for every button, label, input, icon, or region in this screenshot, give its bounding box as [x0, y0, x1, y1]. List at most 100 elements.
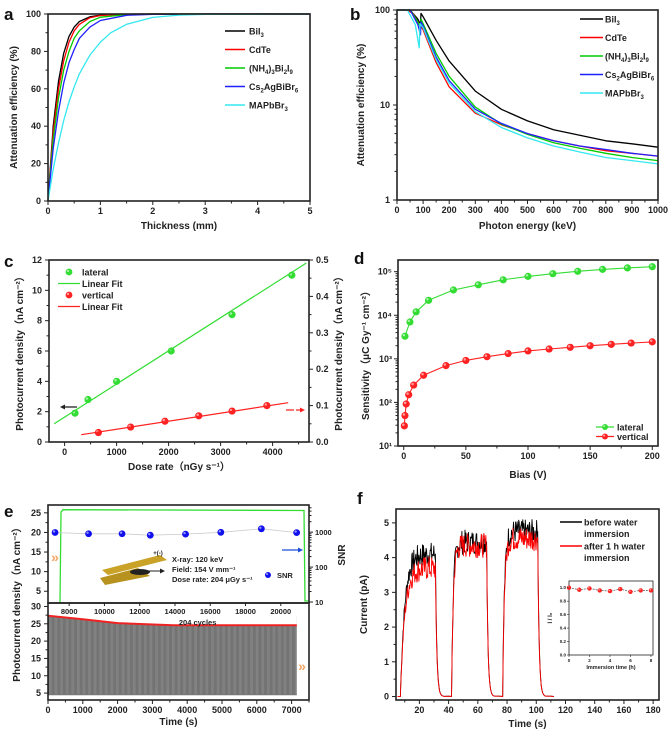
data-point-vertical-highlight — [628, 340, 632, 344]
b-xtick-label-3: 300 — [468, 205, 483, 215]
c-xtick-label-1: 1000 — [107, 447, 127, 457]
b-ytick-label-0: 1 — [385, 195, 390, 205]
photocurrent-trace-upper — [59, 509, 309, 604]
legend-text-part: 3 — [261, 33, 265, 39]
data-point-vertical-body — [648, 338, 656, 346]
legend-marker-vertical — [65, 291, 73, 299]
e-upper-ytick-label-3: 20 — [31, 527, 41, 537]
data-point-vertical-body — [524, 347, 532, 355]
data-point-lateral-highlight — [525, 274, 529, 277]
data-point-lateral — [412, 308, 420, 316]
c-ytick-label-2: 4 — [37, 376, 42, 386]
legend-text-part: MAPbBr — [249, 101, 285, 111]
b-xtick-label-1: 100 — [416, 205, 431, 215]
inset-data-point-body — [648, 588, 654, 593]
data-point-lateral — [449, 286, 458, 294]
legend-label-MAPbBr3: MAPbBr3 — [605, 89, 645, 102]
data-point-vertical-body — [586, 342, 594, 350]
inset-data-point — [577, 587, 582, 592]
f-xtick-label-1: 40 — [444, 705, 454, 715]
data-point-lateral-body — [401, 332, 409, 340]
snr-point — [217, 528, 225, 536]
data-point-vertical-body — [504, 349, 512, 358]
device-arrow — [160, 568, 165, 574]
b-xtick-label-10: 1000 — [648, 205, 668, 215]
legend-marker-snr-body — [265, 572, 271, 578]
data-point-vertical — [195, 412, 203, 420]
c-right-ytick-label-5: 0.5 — [316, 255, 329, 265]
data-point-vertical-body — [566, 343, 574, 351]
snr-point-body — [182, 530, 189, 538]
data-point-lateral — [574, 267, 582, 275]
lower-plot-frame — [47, 602, 310, 701]
inset-xtick-label-4: 8 — [650, 658, 653, 663]
data-point-vertical — [483, 353, 491, 361]
y-axis-label-right: Photocurrent density（nA cm⁻²） — [332, 271, 345, 430]
device-sample — [130, 569, 150, 575]
inset-ytick-label-5: 1.0 — [560, 585, 567, 590]
legend-text-part: I — [643, 52, 646, 62]
legend-text-part: I — [287, 64, 290, 74]
data-point-vertical-highlight — [546, 346, 550, 350]
legend-label-lateral: lateral — [617, 423, 644, 433]
data-point-lateral-highlight — [475, 282, 479, 285]
d-ytick-label-1: 10² — [379, 397, 392, 407]
inset-data-point — [597, 588, 602, 593]
data-point-vertical-highlight — [411, 382, 414, 386]
data-point-lateral-body — [449, 286, 458, 294]
data-point-lateral-highlight — [114, 378, 117, 382]
legend-marker-vertical-body — [65, 291, 73, 299]
e-upper-xtick-label-1: 10000 — [94, 607, 115, 616]
data-point-vertical — [586, 342, 594, 350]
data-point-lateral-body — [499, 276, 507, 284]
f-ytick-label-0: 0 — [384, 692, 389, 702]
snr-point — [146, 531, 154, 539]
legend-text-part: Bi — [631, 52, 640, 62]
data-point-lateral-body — [424, 296, 433, 304]
panel-letter-d: d — [354, 249, 364, 268]
data-point-lateral-body — [474, 281, 482, 289]
c-right-ytick-label-0: 0.0 — [316, 437, 329, 447]
legend-marker-vertical — [602, 433, 608, 440]
inset-y-label: I / I₀ — [548, 612, 554, 623]
legend-marker-vertical-body — [602, 433, 608, 440]
f-xtick-label-5: 120 — [558, 705, 573, 715]
inset-ytick-label-2: 0.4 — [560, 626, 567, 631]
snr-point-highlight — [148, 532, 151, 536]
c-ytick-label-0: 0 — [37, 437, 42, 447]
f-ytick-label-3: 3 — [384, 587, 389, 597]
legend-text-part: 6 — [651, 77, 655, 83]
snr-point-body — [85, 530, 92, 538]
inset-ytick-label-4: 0.8 — [560, 599, 567, 604]
d-ytick-label-2: 10³ — [379, 354, 392, 364]
d-ytick-label-4: 10⁵ — [378, 267, 392, 277]
series-line-MAPbBr3 — [397, 9, 659, 165]
data-point-lateral — [401, 332, 409, 340]
legend-text-part: BiI — [605, 15, 617, 25]
e-upper-xtick-label-5: 18000 — [235, 607, 256, 616]
legend-marker-snr — [265, 572, 271, 578]
a-xtick-label-4: 4 — [255, 206, 260, 216]
b-xtick-label-2: 200 — [442, 205, 457, 215]
a-ytick-label-4: 80 — [31, 46, 41, 56]
legend-text-part: 9 — [290, 70, 294, 76]
e-upper-xtick-label-2: 12000 — [129, 607, 150, 616]
cycles-fill — [48, 615, 297, 695]
data-point-vertical-body — [400, 422, 408, 430]
data-point-vertical — [402, 400, 410, 408]
inset-data-point — [638, 588, 643, 593]
e-upper-ytick-label-0: 5 — [36, 586, 41, 596]
series-line-after — [397, 527, 554, 697]
data-point-vertical — [420, 371, 428, 379]
legend-label-snr: SNR — [277, 571, 293, 580]
left-axis-arrow-head — [60, 404, 65, 410]
data-point-vertical-highlight — [443, 363, 447, 366]
data-point-vertical — [401, 411, 409, 420]
data-point-vertical — [504, 349, 512, 358]
legend-marker-lateral-highlight — [66, 269, 70, 273]
f-xtick-label-4: 100 — [529, 705, 544, 715]
data-point-vertical — [607, 340, 615, 348]
legend-label: Linear Fit — [82, 302, 123, 312]
legend-text-part: 3 — [285, 107, 289, 113]
